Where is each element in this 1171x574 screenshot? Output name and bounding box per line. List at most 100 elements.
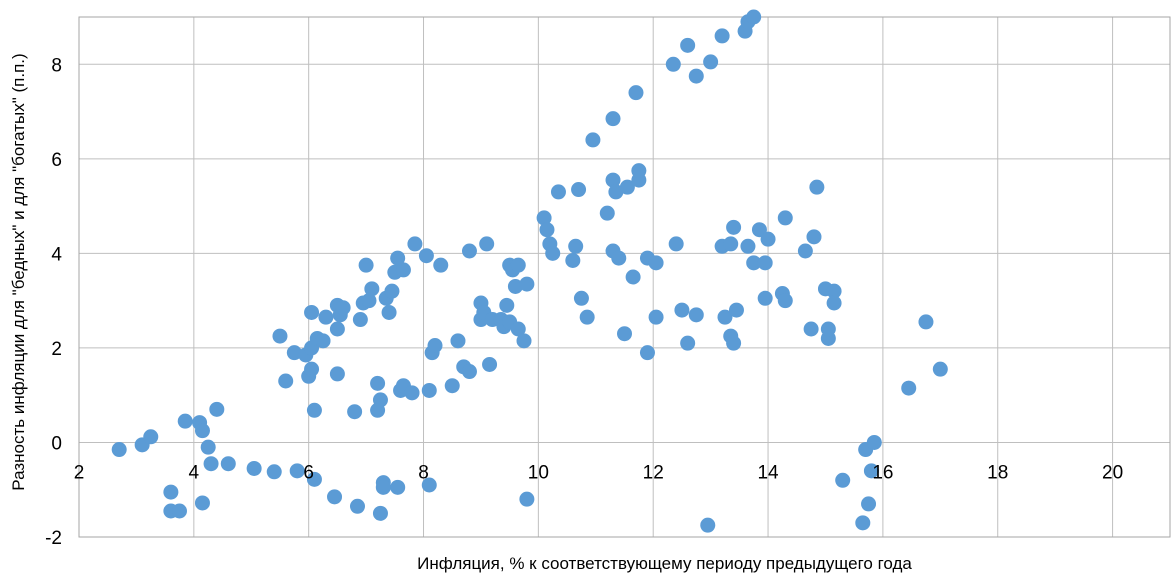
data-point — [826, 295, 842, 311]
data-point — [194, 423, 210, 439]
data-point — [585, 132, 601, 148]
data-point — [688, 68, 704, 84]
data-point — [111, 442, 127, 458]
data-point — [757, 255, 773, 271]
data-point — [605, 172, 621, 188]
data-point — [728, 302, 744, 318]
data-point — [866, 434, 882, 450]
data-point — [499, 297, 515, 313]
data-points — [111, 9, 948, 533]
x-tick-label: 20 — [1102, 462, 1123, 483]
x-tick-label: 6 — [303, 462, 314, 483]
data-point — [272, 328, 288, 344]
y-tick-label: -2 — [45, 528, 62, 549]
data-point — [286, 345, 302, 361]
data-point — [361, 293, 377, 309]
data-point — [163, 484, 179, 500]
data-point — [746, 255, 762, 271]
data-point — [461, 243, 477, 259]
data-point — [381, 304, 397, 320]
data-point — [510, 257, 526, 273]
y-tick-label: 0 — [51, 433, 62, 454]
x-tick-label: 8 — [418, 462, 429, 483]
data-point — [568, 238, 584, 254]
x-tick-label: 14 — [757, 462, 779, 483]
data-point — [246, 460, 262, 476]
x-tick-label: 16 — [872, 462, 893, 483]
data-point — [370, 375, 386, 391]
data-point — [444, 378, 460, 394]
data-point — [648, 255, 664, 271]
data-point — [777, 210, 793, 226]
data-point — [573, 290, 589, 306]
x-axis-tick-labels: 2 4 6 8 10 12 14 16 18 20 — [74, 462, 1123, 483]
data-point — [628, 85, 644, 101]
data-point — [579, 309, 595, 325]
data-point — [797, 243, 813, 259]
data-point — [209, 401, 225, 417]
x-tick-label: 12 — [643, 462, 664, 483]
data-point — [901, 380, 917, 396]
data-point — [918, 314, 934, 330]
data-point — [674, 302, 690, 318]
x-tick-label: 10 — [528, 462, 549, 483]
data-point — [803, 321, 819, 337]
data-point — [863, 463, 879, 479]
data-point — [617, 326, 632, 342]
data-point — [220, 456, 236, 472]
data-point — [364, 281, 380, 297]
data-point — [714, 28, 730, 44]
data-point — [861, 496, 877, 512]
data-point — [668, 236, 684, 252]
data-point — [571, 182, 587, 198]
y-axis-tick-labels: -2 0 2 4 6 8 — [45, 55, 62, 549]
data-point — [806, 229, 822, 245]
data-point — [461, 364, 477, 380]
data-point — [315, 333, 331, 349]
data-point — [717, 309, 733, 325]
data-point — [266, 464, 282, 480]
data-point — [688, 307, 704, 323]
data-point — [327, 489, 343, 505]
data-point — [372, 392, 388, 408]
data-point — [605, 111, 621, 127]
data-point — [932, 361, 948, 377]
data-point — [680, 37, 696, 53]
data-point — [639, 345, 655, 361]
data-point — [433, 257, 449, 273]
data-point — [703, 54, 719, 70]
y-tick-label: 4 — [51, 244, 62, 265]
data-point — [820, 321, 836, 337]
x-axis-label: Инфляция, % к соответствующему периоду п… — [417, 554, 912, 573]
data-point — [619, 179, 635, 195]
x-tick-label: 2 — [74, 462, 85, 483]
data-point — [349, 498, 365, 514]
y-axis-label: Разность инфляции для "бедных" и для "бо… — [9, 53, 28, 490]
data-point — [565, 252, 581, 268]
data-point — [648, 309, 664, 325]
data-point — [631, 163, 647, 179]
data-point — [835, 472, 851, 488]
data-point — [611, 250, 627, 266]
grid-lines — [79, 17, 1170, 537]
data-point — [203, 456, 219, 472]
data-point — [347, 404, 363, 420]
data-point — [375, 479, 391, 495]
data-point — [545, 245, 561, 261]
data-point — [726, 335, 742, 351]
data-point — [171, 503, 187, 519]
y-tick-label: 8 — [51, 55, 62, 76]
data-point — [390, 250, 406, 266]
data-point — [390, 479, 406, 495]
data-point — [479, 236, 495, 252]
data-point — [740, 238, 756, 254]
y-tick-label: 2 — [51, 339, 62, 360]
data-point — [855, 515, 871, 531]
data-point — [318, 309, 334, 325]
data-point — [625, 269, 641, 285]
data-point — [306, 402, 322, 418]
data-point — [726, 219, 742, 235]
data-point — [304, 304, 320, 320]
data-point — [352, 312, 368, 328]
data-point — [372, 505, 388, 521]
